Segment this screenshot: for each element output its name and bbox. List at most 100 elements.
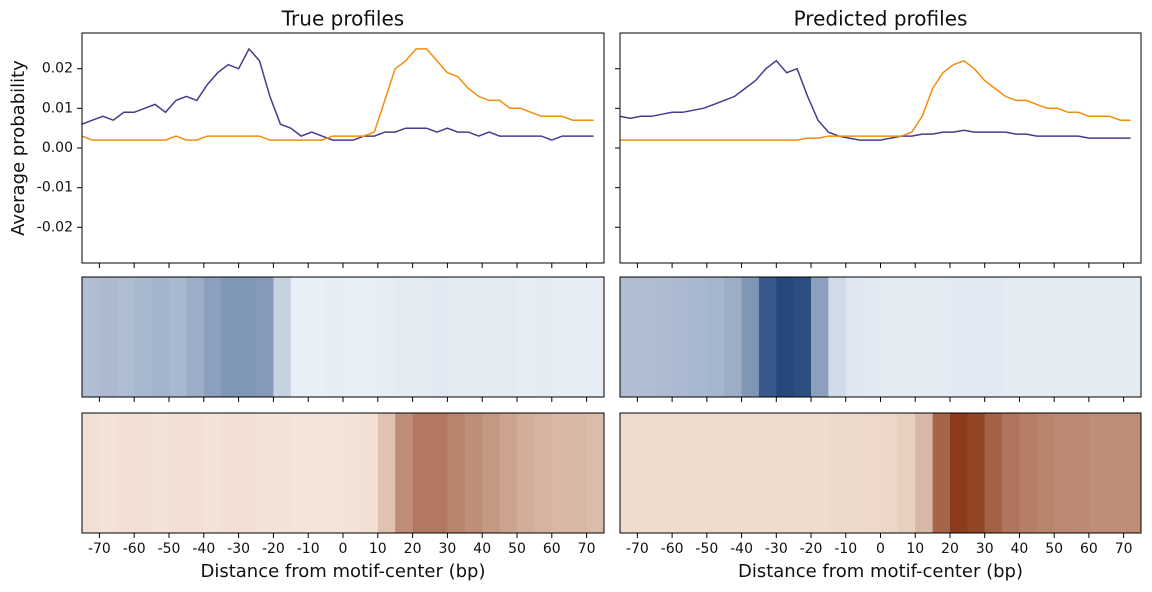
heatmap-column — [811, 413, 829, 533]
heatmap-column — [169, 277, 187, 397]
heatmap-column — [672, 413, 690, 533]
heatmap-column — [325, 413, 344, 533]
heatmap-column — [1106, 277, 1125, 397]
heatmap-column — [273, 277, 292, 397]
heatmap-column — [1019, 413, 1038, 533]
heatmap-column — [586, 413, 605, 533]
x-tick-label: 20 — [404, 541, 422, 557]
heatmap-column — [811, 277, 829, 397]
heatmap-column — [99, 277, 118, 397]
heatmap-column — [776, 413, 795, 533]
heatmap-column — [706, 277, 725, 397]
heatmap-column — [151, 277, 170, 397]
heatmap-column — [99, 413, 118, 533]
y-tick-label: 0.02 — [42, 61, 73, 77]
heatmap-column — [672, 277, 690, 397]
heatmap-column — [430, 413, 448, 533]
heatmap-column — [758, 277, 777, 397]
heatmap-column — [186, 413, 205, 533]
x-tick-label: -50 — [158, 541, 181, 557]
axes-frame — [619, 32, 1142, 264]
heatmap-column — [1036, 277, 1055, 397]
heatmap-column — [186, 277, 205, 397]
heatmap-column — [863, 277, 881, 397]
y-axis-label: Average probability — [8, 60, 29, 236]
heatmap-column — [221, 277, 240, 397]
heatmap-column — [534, 413, 553, 533]
heatmap-column — [395, 277, 414, 397]
heatmap-column — [412, 413, 431, 533]
heatmap-column — [897, 277, 916, 397]
heatmap-column — [1123, 277, 1142, 397]
x-tick-label: 0 — [339, 541, 348, 557]
heatmap-column — [1036, 413, 1055, 533]
heatmap-column — [534, 277, 553, 397]
panel-title: True profiles — [281, 7, 404, 31]
heatmap-column — [343, 277, 361, 397]
heatmap-column — [82, 413, 100, 533]
heatmap-column — [1002, 413, 1020, 533]
heatmap-column — [880, 277, 899, 397]
x-tick-label: -60 — [661, 541, 684, 557]
heatmap-column — [949, 277, 968, 397]
heatmap-column — [949, 413, 968, 533]
heatmap-column — [828, 277, 847, 397]
heatmap-column — [863, 413, 881, 533]
heatmap-column — [689, 277, 708, 397]
x-tick-label: -10 — [297, 541, 320, 557]
x-tick-label: 30 — [976, 541, 994, 557]
x-tick-label: -30 — [227, 541, 250, 557]
heatmap-column — [377, 277, 396, 397]
heatmap-column — [1071, 413, 1090, 533]
x-tick-label: 30 — [438, 541, 456, 557]
heatmap-column — [116, 413, 135, 533]
heatmap-column — [620, 277, 638, 397]
heatmap-column — [1106, 413, 1125, 533]
heatmap-column — [984, 277, 1003, 397]
heatmap-column — [967, 413, 986, 533]
x-tick-label: -20 — [262, 541, 285, 557]
x-tick-label: 60 — [543, 541, 561, 557]
heatmap-column — [238, 413, 257, 533]
heatmap-column — [828, 413, 847, 533]
heatmap-column — [360, 277, 379, 397]
x-tick-label: 70 — [578, 541, 596, 557]
x-tick-label: -30 — [765, 541, 788, 557]
profile-line — [81, 47, 594, 141]
heatmap-column — [654, 413, 673, 533]
x-tick-label: 20 — [941, 541, 959, 557]
x-tick-label: -70 — [626, 541, 649, 557]
heatmap-column — [482, 277, 501, 397]
heatmap-column — [273, 413, 292, 533]
heatmap-column — [151, 413, 170, 533]
x-tick-label: -20 — [800, 541, 823, 557]
heatmap-column — [134, 277, 153, 397]
heatmap-column — [499, 277, 518, 397]
heatmap-column — [706, 413, 725, 533]
heatmap-column — [238, 277, 257, 397]
profile-line — [620, 59, 1131, 141]
heatmap-column — [325, 277, 344, 397]
y-tick-label: -0.01 — [37, 180, 73, 196]
heatmap-column — [256, 277, 274, 397]
heatmap-column — [758, 413, 777, 533]
heatmap-column — [308, 277, 327, 397]
heatmap-column — [343, 413, 361, 533]
x-tick-label: -40 — [730, 541, 753, 557]
x-tick-label: 70 — [1115, 541, 1133, 557]
heatmap-column — [569, 277, 588, 397]
heatmap-column — [1019, 277, 1038, 397]
heatmap-column — [447, 413, 466, 533]
x-tick-label: 40 — [473, 541, 491, 557]
heatmap-column — [984, 413, 1003, 533]
heatmap-column — [203, 413, 222, 533]
heatmap-column — [897, 413, 916, 533]
heatmap-column — [569, 413, 588, 533]
heatmap-column — [967, 277, 986, 397]
y-tick-label: -0.02 — [37, 219, 73, 235]
x-tick-label: -50 — [695, 541, 718, 557]
heatmap-column — [464, 277, 483, 397]
heatmap-column — [932, 413, 951, 533]
axes-frame — [81, 32, 605, 264]
